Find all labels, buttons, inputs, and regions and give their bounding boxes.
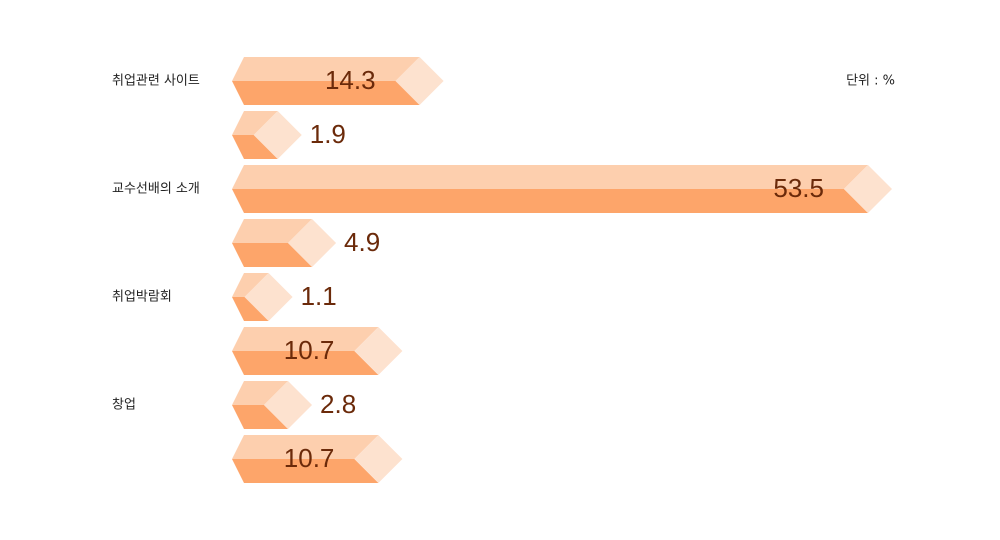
bar-top (232, 111, 278, 135)
bar-tip (244, 273, 293, 321)
bar-bottom (232, 405, 289, 429)
bar-bottom (232, 81, 420, 105)
bar-tip (288, 219, 337, 267)
bar (232, 435, 403, 483)
bar (232, 165, 892, 213)
bar-tip (354, 327, 403, 375)
category-label: 창업 (112, 398, 136, 413)
value-label: 10.7 (284, 443, 335, 473)
bar (232, 111, 302, 159)
bar (232, 327, 403, 375)
bar-top (232, 327, 379, 351)
value-label: 1.9 (310, 119, 346, 149)
category-label: 취업관련 사이트 (112, 74, 200, 89)
value-label: 1.1 (301, 281, 337, 311)
bar-tip (253, 111, 302, 159)
bar-top (232, 57, 420, 81)
bar-bottom (232, 189, 868, 213)
bar-tip (354, 435, 403, 483)
bar-top (232, 273, 269, 297)
bar-tip (844, 165, 892, 213)
bar-top (232, 381, 289, 405)
bar-bottom (232, 459, 379, 483)
value-label: 10.7 (284, 335, 335, 365)
value-label: 53.5 (773, 173, 824, 203)
bar-tip (395, 57, 444, 105)
bar (232, 381, 313, 429)
category-label: 교수선배의 소개 (112, 182, 200, 197)
bar-bottom (232, 135, 278, 159)
bar-top (232, 435, 379, 459)
bar (232, 219, 337, 267)
unit-label: 단위 : % (846, 74, 895, 89)
value-label: 2.8 (320, 389, 356, 419)
category-label: 취업박람회 (112, 290, 172, 305)
bar (232, 273, 293, 321)
bar-bottom (232, 243, 313, 267)
bar-tip (264, 381, 313, 429)
bar-bottom (232, 297, 269, 321)
value-label: 14.3 (325, 65, 376, 95)
value-label: 4.9 (344, 227, 380, 257)
bar-bottom (232, 351, 379, 375)
bar-top (232, 165, 868, 189)
bar-top (232, 219, 313, 243)
bar (232, 57, 444, 105)
